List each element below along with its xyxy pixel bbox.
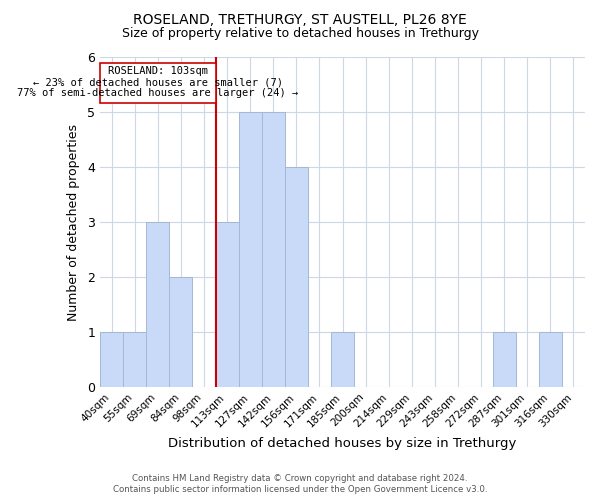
Bar — [539, 332, 562, 387]
Text: Size of property relative to detached houses in Trethurgy: Size of property relative to detached ho… — [121, 28, 479, 40]
Bar — [146, 222, 169, 387]
Bar — [169, 277, 193, 387]
X-axis label: Distribution of detached houses by size in Trethurgy: Distribution of detached houses by size … — [169, 437, 517, 450]
Bar — [285, 168, 308, 387]
Text: ROSELAND: 103sqm: ROSELAND: 103sqm — [108, 66, 208, 76]
Text: ← 23% of detached houses are smaller (7): ← 23% of detached houses are smaller (7) — [33, 78, 283, 88]
Text: 77% of semi-detached houses are larger (24) →: 77% of semi-detached houses are larger (… — [17, 88, 299, 98]
Text: ROSELAND, TRETHURGY, ST AUSTELL, PL26 8YE: ROSELAND, TRETHURGY, ST AUSTELL, PL26 8Y… — [133, 12, 467, 26]
Bar — [100, 332, 123, 387]
Bar — [331, 332, 354, 387]
Y-axis label: Number of detached properties: Number of detached properties — [67, 124, 80, 320]
Bar — [262, 112, 285, 387]
Text: Contains HM Land Registry data © Crown copyright and database right 2024.
Contai: Contains HM Land Registry data © Crown c… — [113, 474, 487, 494]
Bar — [239, 112, 262, 387]
Bar — [123, 332, 146, 387]
Bar — [215, 222, 239, 387]
Bar — [493, 332, 516, 387]
Bar — [100, 63, 216, 102]
